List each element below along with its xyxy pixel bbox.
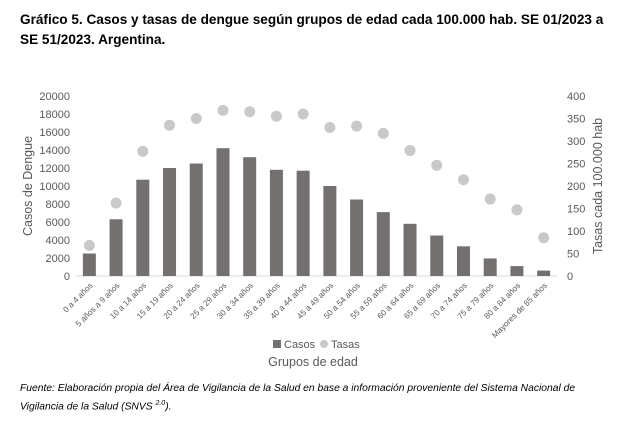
point-tasas — [538, 232, 550, 244]
source-text: Fuente: Elaboración propia del Área de V… — [20, 383, 576, 413]
bar-casos — [350, 199, 364, 276]
legend-label-casos: Casos — [284, 339, 316, 351]
bar-casos — [216, 148, 230, 276]
bar-casos — [163, 168, 177, 276]
bar-casos — [430, 235, 444, 276]
point-tasas — [164, 119, 176, 131]
legend-swatch-tasas — [320, 340, 328, 348]
chart-title: Gráfico 5. Casos y tasas de dengue según… — [20, 12, 604, 47]
y-tick-label: 8000 — [46, 199, 70, 211]
point-tasas — [484, 193, 496, 205]
bar-casos — [269, 169, 283, 276]
point-tasas — [431, 159, 443, 171]
point-tasas — [404, 144, 416, 156]
y-tick-label: 18000 — [39, 109, 70, 121]
point-tasas — [110, 197, 122, 209]
point-tasas — [217, 104, 229, 116]
point-tasas — [511, 204, 523, 216]
x-axis-title: Grupos de edad — [268, 355, 358, 369]
y-axis-title: Casos de Dengue — [21, 136, 35, 236]
y2-tick-label: 50 — [567, 249, 579, 261]
bar-casos — [483, 258, 497, 276]
point-tasas — [324, 122, 336, 133]
bar-casos — [243, 157, 257, 276]
point-tasas — [351, 120, 363, 132]
y-tick-label: 14000 — [39, 145, 70, 157]
y2-axis-title: Tasas cada 100.000 hab — [591, 118, 605, 254]
y-tick-label: 10000 — [39, 181, 70, 193]
y-tick-label: 12000 — [39, 163, 70, 175]
bar-casos — [456, 246, 470, 276]
legend-label-tasas: Tasas — [331, 339, 360, 351]
point-tasas — [457, 174, 469, 186]
source-superscript: 2.0 — [155, 400, 166, 407]
bar-casos — [109, 219, 123, 276]
y-tick-label: 16000 — [39, 127, 70, 139]
bar-casos — [189, 163, 203, 276]
y2-tick-label: 200 — [567, 181, 585, 193]
bar-casos — [82, 253, 96, 276]
point-tasas — [244, 106, 256, 118]
point-tasas — [83, 239, 95, 251]
y2-tick-label: 400 — [567, 91, 585, 103]
bar-casos — [296, 170, 310, 276]
point-tasas — [377, 127, 389, 139]
chart-area: 0200040006000800010000120001400016000180… — [21, 91, 605, 369]
y2-tick-label: 100 — [567, 226, 585, 238]
y2-tick-label: 300 — [567, 136, 585, 148]
point-tasas — [270, 110, 282, 122]
y-tick-label: 20000 — [39, 91, 70, 103]
point-tasas — [190, 113, 202, 124]
bar-casos — [323, 186, 337, 276]
bar-casos — [537, 270, 551, 276]
bar-casos — [403, 223, 417, 276]
y2-tick-label: 150 — [567, 204, 585, 216]
y-tick-label: 4000 — [46, 235, 70, 247]
y2-tick-label: 0 — [567, 271, 573, 283]
bar-casos — [376, 212, 390, 276]
y2-tick-label: 350 — [567, 114, 585, 126]
y-tick-label: 2000 — [46, 253, 70, 265]
source-note: Fuente: Elaboración propia del Área de V… — [20, 381, 610, 414]
y-tick-label: 0 — [64, 271, 70, 283]
bar-casos — [136, 179, 150, 276]
y-tick-label: 6000 — [46, 217, 70, 229]
y2-tick-label: 250 — [567, 159, 585, 171]
point-tasas — [137, 145, 149, 157]
source-text-end: ). — [165, 401, 172, 413]
point-tasas — [297, 108, 309, 120]
bar-casos — [510, 266, 524, 276]
legend-swatch-casos — [273, 340, 281, 348]
